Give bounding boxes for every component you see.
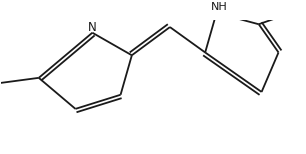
Text: N: N — [88, 21, 97, 34]
Text: NH: NH — [211, 2, 227, 12]
